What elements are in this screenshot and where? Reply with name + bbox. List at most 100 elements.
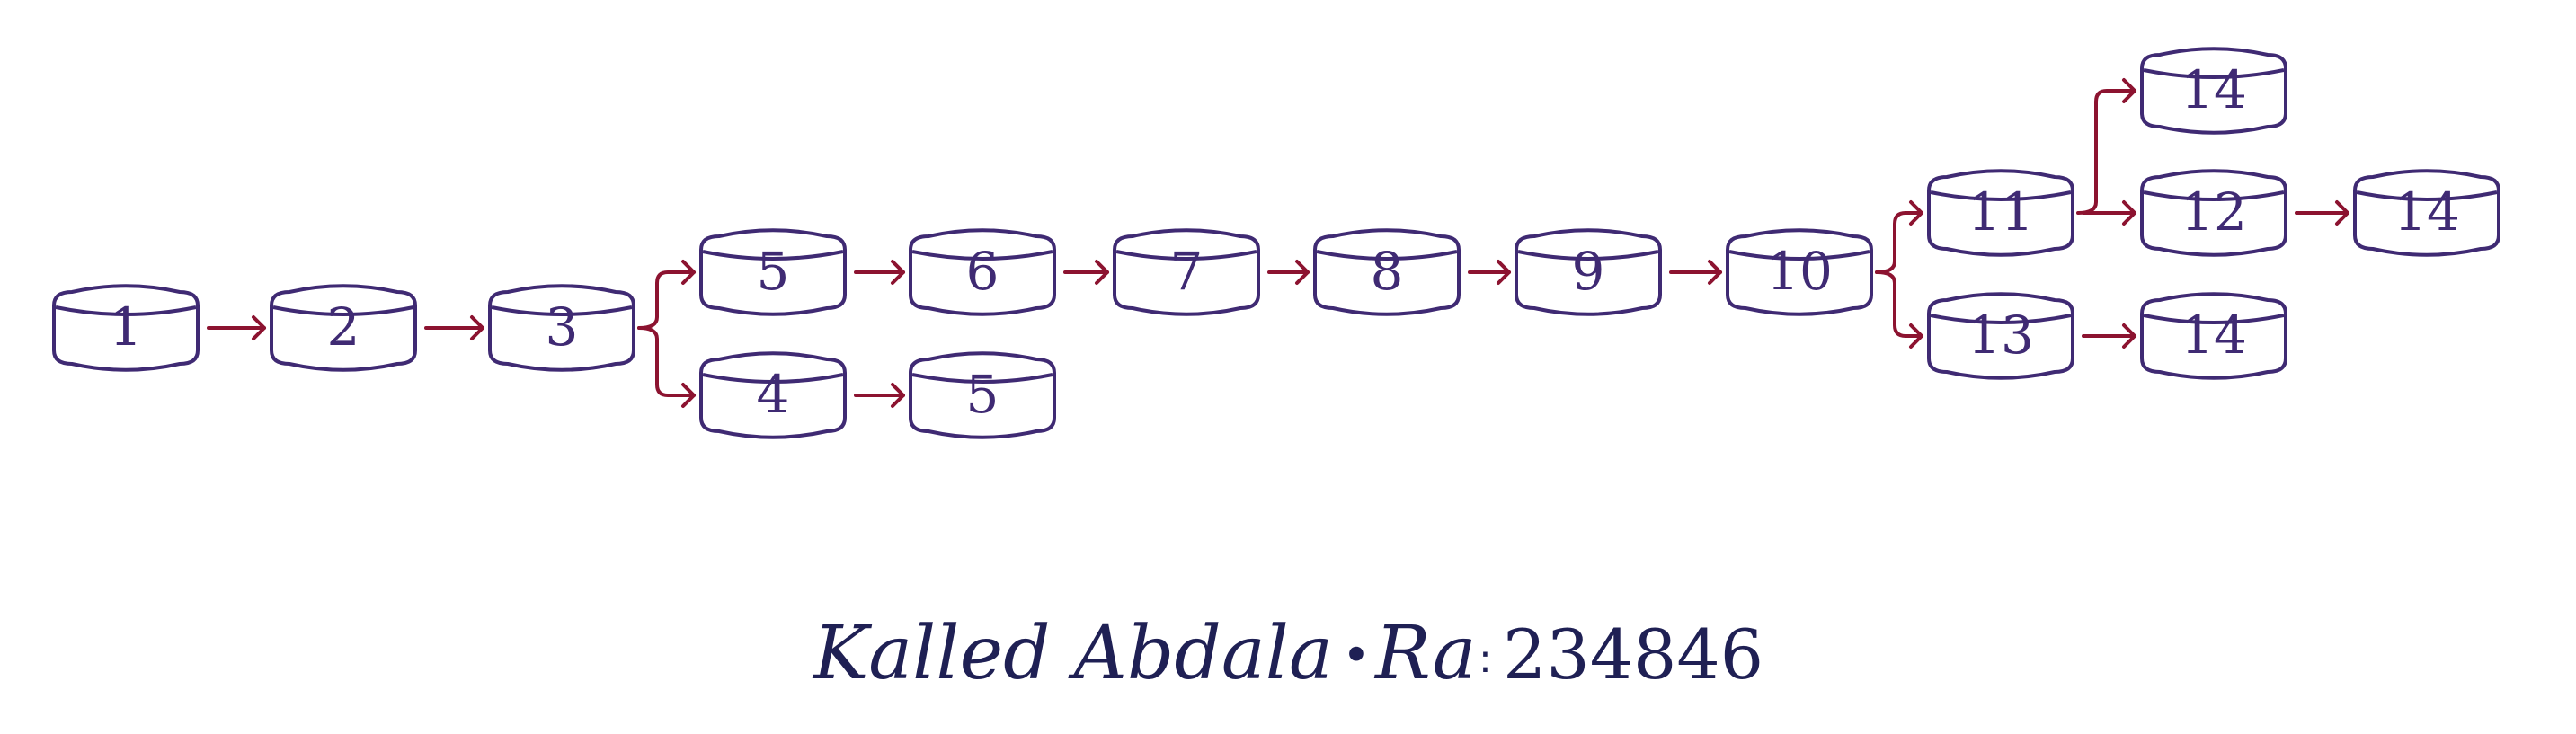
- node-shape: [699, 351, 847, 439]
- edge-line: [637, 326, 696, 397]
- node-label: 12: [2181, 181, 2247, 243]
- node-n14top: 14: [2140, 47, 2287, 135]
- node-shape: [909, 351, 1056, 439]
- edge-n1-n2: [207, 315, 266, 340]
- node-n11: 11: [1927, 169, 2074, 257]
- node-rim: [272, 305, 414, 316]
- edge-line: [1875, 270, 1923, 338]
- node-label: 3: [546, 296, 579, 358]
- node-n5b: 5: [909, 351, 1056, 439]
- node-label: 14: [2181, 59, 2247, 120]
- arrowhead: [470, 315, 484, 340]
- node-rim: [1517, 250, 1659, 261]
- arrowhead: [891, 260, 905, 285]
- node-shape: [52, 284, 200, 372]
- node-label: 2: [327, 296, 360, 358]
- edge-n3-n5a: [637, 260, 696, 330]
- node-shape: [1726, 228, 1873, 316]
- node-label: 5: [966, 364, 999, 425]
- node-shape: [1113, 228, 1260, 316]
- arrowhead: [2335, 200, 2349, 226]
- node-label: 1: [110, 296, 143, 358]
- node-shape: [270, 284, 417, 372]
- author-footer: Kalled Abdala • Ra : 234846: [812, 611, 1763, 696]
- edges-layer: [207, 78, 2349, 408]
- arrowhead: [1909, 323, 1923, 349]
- arrowhead: [681, 383, 696, 408]
- node-n12: 12: [2140, 169, 2287, 257]
- node-rim: [1115, 250, 1257, 261]
- node-n13: 13: [1927, 292, 2074, 380]
- node-shape: [2353, 169, 2500, 257]
- node-rim: [55, 305, 197, 316]
- node-shape: [699, 228, 847, 316]
- arrowhead: [1708, 260, 1722, 285]
- node-label: 5: [757, 241, 790, 302]
- node-n10: 10: [1726, 228, 1873, 316]
- edge-n8-n9: [1468, 260, 1511, 285]
- arrowhead: [1095, 260, 1109, 285]
- edge-n4-n5b: [854, 383, 905, 408]
- edge-n7-n8: [1267, 260, 1310, 285]
- node-shape: [1927, 292, 2074, 380]
- edge-line: [1875, 211, 1923, 274]
- node-label: 11: [1968, 181, 2034, 243]
- node-shape: [2140, 169, 2287, 257]
- ra-label: Ra: [1373, 611, 1477, 696]
- node-label: 9: [1572, 241, 1605, 302]
- arrowhead: [1909, 200, 1923, 226]
- edge-n6-n7: [1063, 260, 1109, 285]
- node-n3: 3: [488, 284, 635, 372]
- edge-n10-n11: [1875, 200, 1923, 274]
- node-label: 14: [2394, 181, 2460, 243]
- edge-n9-n10: [1669, 260, 1722, 285]
- node-rim: [1316, 250, 1458, 261]
- node-label: 14: [2181, 305, 2247, 366]
- node-shape: [1927, 169, 2074, 257]
- node-rim: [911, 373, 1053, 384]
- ra-number: 234846: [1503, 615, 1763, 694]
- edge-line: [2076, 89, 2136, 215]
- node-rim: [702, 250, 844, 261]
- node-label: 8: [1371, 241, 1404, 302]
- node-rim: [702, 373, 844, 384]
- node-shape: [909, 228, 1056, 316]
- node-n14bottom: 14: [2140, 292, 2287, 380]
- node-n7: 7: [1113, 228, 1260, 316]
- edge-n2-n3: [424, 315, 484, 340]
- node-shape: [1515, 228, 1662, 316]
- arrowhead: [2122, 78, 2136, 103]
- node-rim: [2356, 190, 2498, 201]
- ra-colon: :: [1479, 636, 1492, 682]
- edge-n11-n12: [2082, 200, 2136, 226]
- arrowhead: [2122, 200, 2136, 226]
- node-rim: [491, 305, 633, 316]
- node-shape: [2140, 292, 2287, 380]
- node-rim: [2143, 190, 2285, 201]
- edge-n12-n14right: [2295, 200, 2349, 226]
- arrowhead: [2122, 323, 2136, 349]
- node-n1: 1: [52, 284, 200, 372]
- node-rim: [1930, 190, 2072, 201]
- edge-line: [637, 270, 696, 330]
- node-label: 13: [1968, 305, 2034, 366]
- node-label: 7: [1170, 241, 1204, 302]
- node-n9: 9: [1515, 228, 1662, 316]
- node-n6: 6: [909, 228, 1056, 316]
- arrowhead: [252, 315, 266, 340]
- footer-separator: •: [1342, 627, 1371, 684]
- edge-n5a-n6: [854, 260, 905, 285]
- node-rim: [2143, 314, 2285, 324]
- author-name: Kalled Abdala: [812, 611, 1333, 696]
- arrowhead: [891, 383, 905, 408]
- node-rim: [2143, 68, 2285, 79]
- arrowhead: [1295, 260, 1310, 285]
- edge-n11-n14top: [2076, 78, 2136, 215]
- edge-n3-n4: [637, 326, 696, 408]
- node-shape: [2140, 47, 2287, 135]
- node-rim: [911, 250, 1053, 261]
- node-shape: [488, 284, 635, 372]
- node-rim: [1930, 314, 2072, 324]
